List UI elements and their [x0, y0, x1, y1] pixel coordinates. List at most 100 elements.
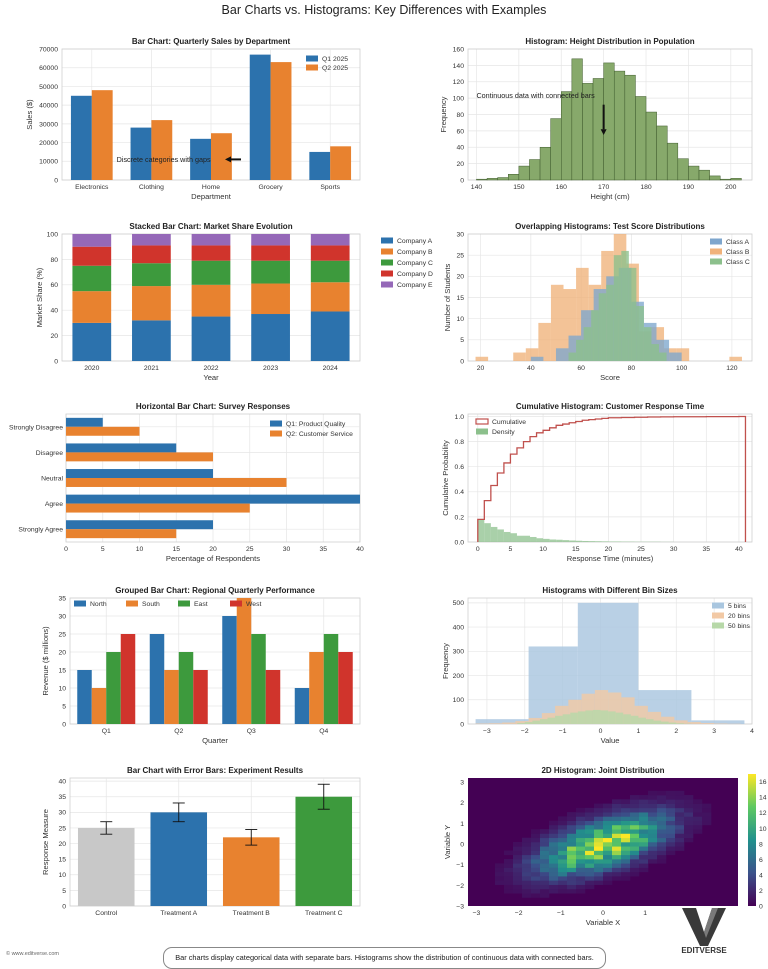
- joint-dist-cell: [603, 829, 612, 834]
- joint-dist-cell: [504, 889, 513, 894]
- joint-dist-cell: [576, 885, 585, 890]
- joint-dist-cell: [693, 829, 702, 834]
- joint-dist-cell: [648, 833, 657, 838]
- joint-dist-cell: [540, 893, 549, 898]
- joint-dist-cell: [648, 851, 657, 856]
- response-time-xtick-label: 20: [605, 546, 613, 553]
- response-time-density-bin: [608, 541, 621, 542]
- joint-dist-cell: [549, 876, 558, 881]
- joint-dist-cell: [567, 872, 576, 877]
- joint-dist-cell: [594, 821, 603, 826]
- height-hist-bin: [625, 75, 636, 180]
- bin-sizes-bin: [608, 711, 616, 724]
- joint-dist-cell: [693, 816, 702, 821]
- survey-xtick-label: 40: [356, 546, 364, 553]
- joint-dist-cell: [531, 851, 540, 856]
- joint-dist-cell: [702, 821, 711, 826]
- joint-dist-cell: [675, 812, 684, 817]
- joint-dist-ytick-label: 2: [460, 800, 464, 807]
- height-hist-xtick-label: 170: [598, 184, 610, 191]
- experiment-xtick-label: Treatment C: [305, 910, 343, 917]
- joint-dist-cell: [495, 876, 504, 881]
- joint-dist-cell: [513, 851, 522, 856]
- joint-dist-cell: [684, 838, 693, 843]
- joint-dist-cell: [693, 825, 702, 830]
- market-share-segment: [251, 284, 290, 314]
- response-time-density-bin: [569, 540, 576, 542]
- market-share-segment: [192, 285, 231, 317]
- joint-dist-cell: [513, 842, 522, 847]
- experiment-bar: [78, 828, 135, 906]
- legend-swatch: [710, 249, 722, 255]
- bin-sizes-ytick-label: 200: [453, 673, 465, 680]
- joint-dist-cell: [630, 838, 639, 843]
- joint-dist-cell: [540, 880, 549, 885]
- joint-dist-cell: [630, 863, 639, 868]
- joint-dist-cell: [675, 833, 684, 838]
- joint-dist-cell: [630, 804, 639, 809]
- joint-dist-cell: [621, 812, 630, 817]
- survey-ytick-label: Neutral: [41, 476, 63, 483]
- joint-dist-colorbar: [748, 774, 756, 906]
- joint-dist-panel: −3−2−1012−3−2−101230246810121416Count2D …: [443, 766, 768, 927]
- joint-dist-cell: [666, 816, 675, 821]
- response-time-ylabel: Cumulative Probability: [441, 440, 450, 516]
- joint-dist-cell: [531, 855, 540, 860]
- height-hist-ytick-label: 80: [456, 112, 464, 119]
- regional-ytick-label: 10: [58, 685, 66, 692]
- joint-dist-cell: [621, 799, 630, 804]
- regional-bar: [77, 670, 92, 724]
- regional-bar: [237, 598, 252, 724]
- joint-dist-cell: [522, 838, 531, 843]
- response-time-ytick-label: 0.0: [455, 539, 465, 546]
- joint-dist-cell: [585, 872, 594, 877]
- experiment-xtick-label: Treatment B: [233, 910, 271, 917]
- regional-ytick-label: 15: [58, 667, 66, 674]
- response-time-density-bin: [563, 540, 570, 542]
- joint-dist-cell: [549, 846, 558, 851]
- joint-dist-cell: [630, 868, 639, 873]
- joint-dist-cell: [648, 808, 657, 813]
- market-share-segment: [192, 317, 231, 361]
- test-scores-xtick-label: 100: [676, 365, 688, 372]
- joint-dist-cell: [567, 821, 576, 826]
- sales-bar-mark: [131, 128, 152, 180]
- joint-dist-cell: [522, 885, 531, 890]
- response-time-density-bin: [543, 539, 550, 542]
- market-share-segment: [132, 234, 171, 245]
- sales-bar-ytick-label: 50000: [39, 84, 58, 91]
- joint-dist-cell: [531, 859, 540, 864]
- bin-sizes-bin: [688, 722, 701, 724]
- joint-dist-cell: [657, 829, 666, 834]
- joint-dist-cell: [603, 804, 612, 809]
- joint-dist-cell: [648, 859, 657, 864]
- legend-label: Q1 2025: [322, 56, 348, 63]
- legend-label: Q1: Product Quality: [286, 421, 346, 428]
- market-share-segment: [311, 311, 350, 361]
- test-scores-ytick-label: 10: [456, 316, 464, 323]
- joint-dist-cell: [639, 808, 648, 813]
- test-scores-bin: [538, 323, 551, 361]
- height-hist-ytick-label: 60: [456, 128, 464, 135]
- joint-dist-cell: [594, 876, 603, 881]
- joint-dist-cell: [648, 842, 657, 847]
- test-scores-ytick-label: 20: [456, 274, 464, 281]
- joint-dist-cell: [504, 859, 513, 864]
- joint-dist-cell: [558, 825, 567, 830]
- joint-dist-cell: [693, 821, 702, 826]
- joint-dist-cell: [666, 825, 675, 830]
- market-share-xtick-label: 2021: [144, 365, 159, 372]
- joint-dist-cell: [585, 808, 594, 813]
- joint-dist-colorbar-tick: 0: [759, 903, 763, 910]
- bin-sizes-xtick-label: 1: [637, 728, 641, 735]
- joint-dist-cell: [567, 868, 576, 873]
- joint-dist-cell: [603, 808, 612, 813]
- joint-dist-cell: [603, 855, 612, 860]
- joint-dist-cell: [657, 838, 666, 843]
- market-share-segment: [311, 282, 350, 311]
- joint-dist-cell: [549, 863, 558, 868]
- joint-dist-cell: [576, 808, 585, 813]
